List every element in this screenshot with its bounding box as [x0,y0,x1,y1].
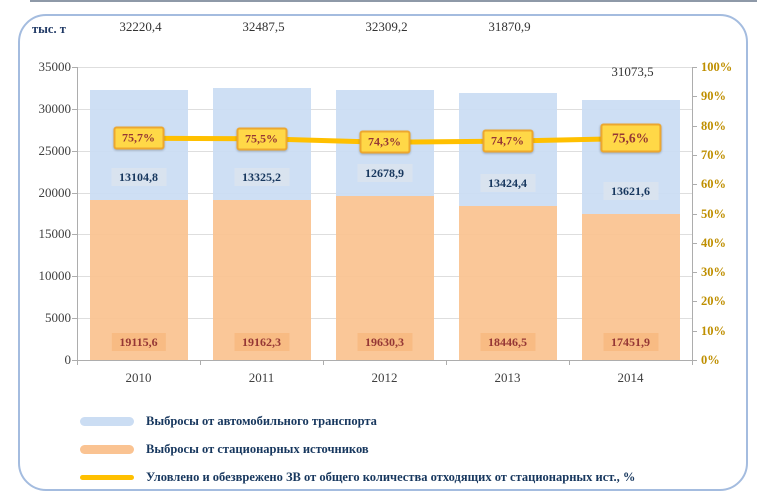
line-point-label-2014: 75,6% [599,123,662,153]
y-axis-tick-label: 35000 [38,59,72,74]
legend-item-1: Выбросы от автомобильного транспорта [80,414,377,429]
legend-label: Выбросы от автомобильного транспорта [146,414,377,428]
legend-item-3: Уловлено и обезврежено ЗВ от общего коли… [80,470,635,485]
y-axis-tick-label: 25000 [38,142,72,158]
line-point-label-2011: 75,5% [236,127,287,151]
y-axis-tick-mark [72,67,77,68]
x-axis-tick-mark [77,360,78,365]
y-axis-tick-mark [72,276,77,278]
top-divider [30,0,757,2]
x-axis-tick-mark [446,360,447,365]
x-axis-label-2011: 2011 [248,370,275,385]
x-axis-label-2012: 2012 [371,370,398,385]
total-label-2012: 32309,2 [365,19,408,34]
right-axis-tick-label: 0% [701,353,720,367]
right-axis-tick-label: 90% [701,89,726,104]
legend-swatch-bar [80,417,134,426]
line-point-label-2013: 74,7% [482,129,533,153]
chart-frame: тыс. т 35000 30000 25000 20000 15000 10000 500… [18,14,748,491]
y-axis-tick-mark [72,192,77,194]
x-axis-label-2014: 2014 [617,370,644,385]
right-axis-tick-mark [692,184,697,186]
bar-value-label-transport: 13621,6 [603,181,658,200]
total-label-2011: 32487,5 [242,19,285,34]
right-axis-tick-mark [692,301,697,303]
x-axis-label-2010: 2010 [125,370,152,385]
right-axis-tick-label: 50% [701,206,726,221]
bar-value-label-transport: 13424,4 [480,173,535,192]
bar-2012-stationary [335,195,434,360]
x-axis-tick-mark [569,360,570,365]
bar-value-label-stationary: 19630,3 [357,333,412,351]
left-axis-line [77,67,78,361]
y-axis-unit-label: тыс. т [32,22,66,36]
line-point-label-2010: 75,7% [113,126,164,150]
x-axis-tick-mark [323,360,324,365]
bar-value-label-stationary: 17451,9 [603,333,658,351]
bottom-axis-line [72,360,697,361]
total-label-2010: 32220,4 [119,19,162,34]
right-axis-tick-mark [692,272,697,274]
legend-item-2: Выбросы от стационарных источников [80,442,369,457]
legend-swatch-bar [80,445,134,454]
right-axis-tick-mark [692,330,697,332]
plot-area: 35000 30000 25000 20000 15000 10000 5000 0 100% 9… [39,19,733,385]
y-axis-tick-mark [72,150,77,152]
y-axis-tick-label: 15000 [38,226,72,242]
line-point-label-2012: 74,3% [359,130,410,154]
right-axis-tick-label: 70% [701,147,726,162]
right-axis-tick-label: 60% [701,177,726,192]
y-axis-tick-mark [72,318,77,320]
legend-label: Выбросы от стационарных источников [146,442,369,456]
right-axis-tick-label: 20% [701,294,726,309]
legend-label: Уловлено и обезврежено ЗВ от общего коли… [146,470,636,484]
right-axis-tick-label: 10% [701,323,726,338]
bar-value-label-transport: 13325,2 [234,167,289,186]
bar-value-label-transport: 13104,8 [111,167,166,186]
y-axis-tick-label: 30000 [38,100,72,116]
y-axis-tick-label: 5000 [45,310,71,326]
right-axis-tick-mark [692,67,697,68]
right-axis-tick-label: 40% [701,235,726,250]
x-axis-label-2013: 2013 [494,370,521,385]
right-axis-tick-mark [692,242,697,244]
right-axis-tick-mark [692,213,697,215]
bar-value-label-stationary: 19162,3 [234,333,289,351]
right-axis-tick-label: 100% [701,60,733,74]
right-axis-tick-label: 30% [701,265,726,280]
y-axis-tick-label: 0 [64,352,72,367]
bar-value-label-stationary: 18446,5 [480,333,535,351]
y-axis-tick-label: 10000 [38,268,72,284]
y-axis-tick-mark [72,234,77,236]
right-axis-tick-mark [692,96,697,98]
y-axis-tick-mark [72,108,77,110]
right-axis-tick-mark [692,360,697,361]
total-label-2014: 31073,5 [611,63,654,79]
gridline [78,67,692,68]
x-axis-tick-mark [200,360,201,365]
trend-line [136,135,633,145]
right-axis-tick-mark [692,125,697,127]
bar-value-label-transport: 12678,9 [357,163,412,182]
right-axis-tick-label: 80% [701,118,726,133]
right-axis-tick-mark [692,154,697,156]
bar-value-label-stationary: 19115,6 [111,333,166,351]
x-axis-tick-mark [692,360,693,365]
total-label-2013: 31870,9 [488,19,531,34]
legend-swatch-line [80,475,134,480]
y-axis-tick-label: 20000 [38,184,72,200]
y-axis-tick-mark [72,360,77,361]
